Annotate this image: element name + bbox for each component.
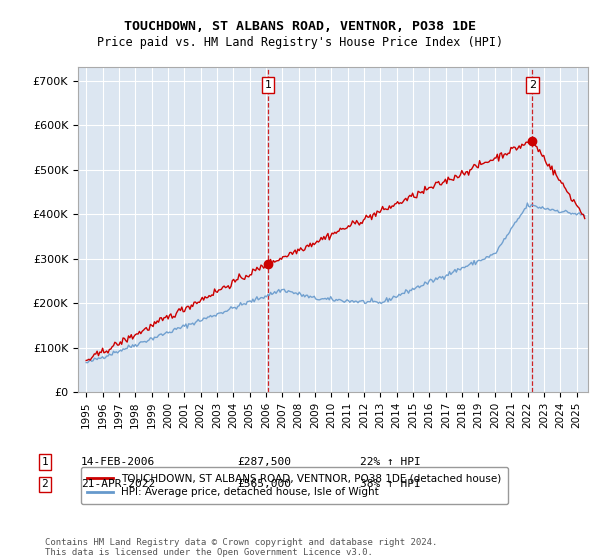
Text: 2: 2 — [529, 80, 536, 90]
Text: 21-APR-2022: 21-APR-2022 — [81, 479, 155, 489]
Text: 1: 1 — [41, 457, 49, 467]
Text: Contains HM Land Registry data © Crown copyright and database right 2024.
This d: Contains HM Land Registry data © Crown c… — [45, 538, 437, 557]
Text: TOUCHDOWN, ST ALBANS ROAD, VENTNOR, PO38 1DE: TOUCHDOWN, ST ALBANS ROAD, VENTNOR, PO38… — [124, 20, 476, 32]
Text: 14-FEB-2006: 14-FEB-2006 — [81, 457, 155, 467]
Text: 1: 1 — [265, 80, 271, 90]
Text: 2: 2 — [41, 479, 49, 489]
Text: Price paid vs. HM Land Registry's House Price Index (HPI): Price paid vs. HM Land Registry's House … — [97, 36, 503, 49]
Text: £565,000: £565,000 — [237, 479, 291, 489]
Text: 22% ↑ HPI: 22% ↑ HPI — [360, 457, 421, 467]
Text: 38% ↑ HPI: 38% ↑ HPI — [360, 479, 421, 489]
Text: £287,500: £287,500 — [237, 457, 291, 467]
Legend: TOUCHDOWN, ST ALBANS ROAD, VENTNOR, PO38 1DE (detached house), HPI: Average pric: TOUCHDOWN, ST ALBANS ROAD, VENTNOR, PO38… — [80, 467, 508, 503]
